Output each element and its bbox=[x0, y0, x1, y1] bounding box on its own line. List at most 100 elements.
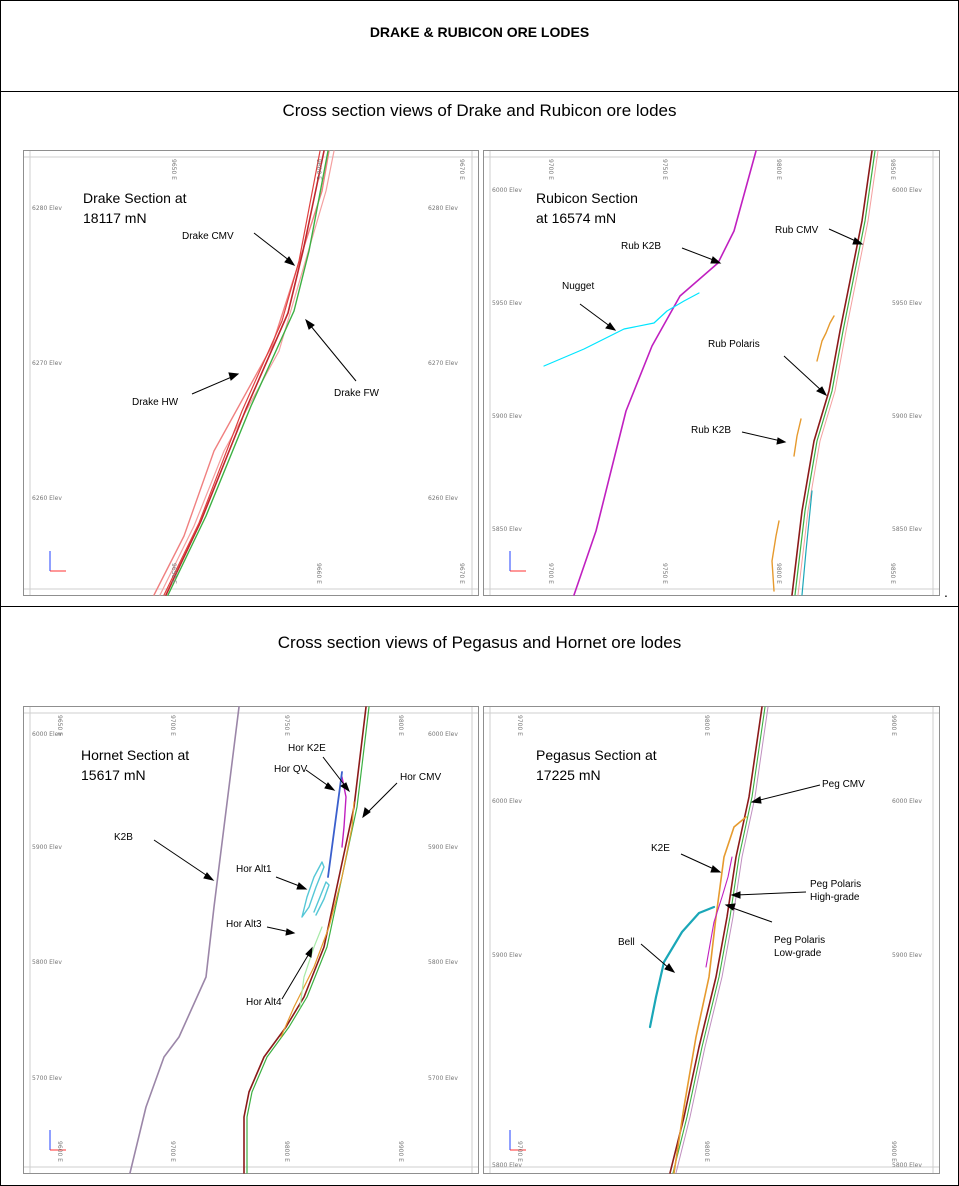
drake-tick-top: 9600 E bbox=[315, 159, 322, 180]
rubicon-cmv-label: Rub CMV bbox=[775, 225, 818, 236]
trailing-mark: . bbox=[944, 584, 948, 600]
hornet-tick-top: 9800 E bbox=[397, 715, 404, 736]
hornet-cmv-label: Hor CMV bbox=[400, 772, 441, 783]
pegasus-section-panel: Pegasus Section at 17225 mN Peg CMV K2E … bbox=[483, 706, 940, 1174]
rubicon-tick-right: 6000 Elev bbox=[892, 187, 922, 194]
rubicon-tick-bottom: 9800 E bbox=[775, 563, 782, 584]
hornet-qv-label: Hor QV bbox=[274, 764, 307, 775]
hornet-tick-right: 5900 Elev bbox=[428, 844, 458, 851]
pegasus-tick-bottom: 9800 E bbox=[703, 1141, 710, 1162]
rubicon-k2b-label: Rub K2B bbox=[621, 241, 661, 252]
drake-axis-indicator bbox=[50, 551, 66, 571]
drake-cmv-line bbox=[166, 151, 324, 595]
rubicon-tick-top: 9700 E bbox=[547, 159, 554, 180]
drake-tick-bottom: 9670 E bbox=[458, 563, 465, 584]
pegasus-polaris-lg-label-line2: Low-grade bbox=[774, 948, 821, 959]
pegasus-tick-bottom: 9900 E bbox=[890, 1141, 897, 1162]
hornet-alt3-label: Hor Alt3 bbox=[226, 919, 262, 930]
hornet-tick-bottom: 9700 E bbox=[169, 1141, 176, 1162]
pegasus-bell-label: Bell bbox=[618, 937, 635, 948]
rubicon-tick-left: 5950 Elev bbox=[492, 300, 522, 307]
drake-fw-label: Drake FW bbox=[334, 388, 379, 399]
drake-section-title-line2: 18117 mN bbox=[83, 209, 147, 227]
rubicon-tick-right: 5950 Elev bbox=[892, 300, 922, 307]
rubicon-tick-right: 5850 Elev bbox=[892, 526, 922, 533]
rubicon-k2b-low-label: Rub K2B bbox=[691, 425, 731, 436]
hornet-tick-right: 5700 Elev bbox=[428, 1075, 458, 1082]
page-title: DRAKE & RUBICON ORE LODES bbox=[0, 24, 959, 40]
hornet-tick-left: 5700 Elev bbox=[32, 1075, 62, 1082]
hornet-alt1-label: Hor Alt1 bbox=[236, 864, 272, 875]
drake-tick-top: 9650 E bbox=[170, 159, 177, 180]
rubicon-tick-left: 5850 Elev bbox=[492, 526, 522, 533]
rubicon-tick-bottom: 9750 E bbox=[661, 563, 668, 584]
hornet-alt4-label: Hor Alt4 bbox=[246, 997, 282, 1008]
drake-tick-right: 6280 Elev bbox=[428, 205, 458, 212]
pegasus-tick-top: 9900 E bbox=[890, 715, 897, 736]
drake-tick-left: 6260 Elev bbox=[32, 495, 62, 502]
drake-tick-bottom: 9650 E bbox=[170, 563, 177, 584]
hornet-k2b-line bbox=[130, 707, 239, 1173]
pegasus-polaris-hg-label-line2: High-grade bbox=[810, 892, 859, 903]
rubicon-section-title-line2: at 16574 mN bbox=[536, 209, 616, 227]
hornet-k2e-label: Hor K2E bbox=[288, 743, 326, 754]
hornet-tick-right: 5800 Elev bbox=[428, 959, 458, 966]
rubicon-tick-bottom: 9850 E bbox=[889, 563, 896, 584]
hornet-section-title-line2: 15617 mN bbox=[81, 766, 146, 784]
pegasus-tick-left: 5900 Elev bbox=[492, 952, 522, 959]
drake-fw-line bbox=[168, 151, 328, 595]
drake-tick-left: 6270 Elev bbox=[32, 360, 62, 367]
hornet-section-panel: Hornet Section at 15617 mN Hor K2E Hor Q… bbox=[23, 706, 479, 1174]
hornet-tick-bottom: 9900 E bbox=[397, 1141, 404, 1162]
drake-tick-right: 6260 Elev bbox=[428, 495, 458, 502]
rubicon-k2b-low-line bbox=[794, 419, 801, 456]
pegasus-section-title-line1: Pegasus Section at bbox=[536, 746, 657, 764]
rubicon-tick-top: 9750 E bbox=[661, 159, 668, 180]
pegasus-cmv-line bbox=[670, 707, 762, 1173]
drake-tick-left: 6280 Elev bbox=[32, 205, 62, 212]
rubicon-tick-left: 5900 Elev bbox=[492, 413, 522, 420]
hornet-k2b-label: K2B bbox=[114, 832, 133, 843]
drake-hw-label: Drake HW bbox=[132, 397, 178, 408]
hornet-section-title-line1: Hornet Section at bbox=[81, 746, 189, 764]
rubicon-tick-right: 5900 Elev bbox=[892, 413, 922, 420]
pegasus-tick-right: 6000 Elev bbox=[892, 798, 922, 805]
pegasus-k2e-label: K2E bbox=[651, 843, 670, 854]
drake-section-title-line1: Drake Section at bbox=[83, 189, 187, 207]
pegasus-tick-bottom: 9700 E bbox=[516, 1141, 523, 1162]
drake-tick-top: 9670 E bbox=[458, 159, 465, 180]
hornet-tick-top: 9650 E bbox=[56, 715, 63, 736]
pegasus-k2e-line bbox=[674, 817, 746, 1173]
hornet-tick-left: 5900 Elev bbox=[32, 844, 62, 851]
pegasus-tick-top: 9700 E bbox=[516, 715, 523, 736]
rubicon-tick-bottom: 9700 E bbox=[547, 563, 554, 584]
rubicon-section-title-line1: Rubicon Section bbox=[536, 189, 638, 207]
pegasus-tick-left: 6000 Elev bbox=[492, 798, 522, 805]
hornet-tick-top: 9750 E bbox=[283, 715, 290, 736]
pegasus-tick-left: 5800 Elev bbox=[492, 1162, 522, 1169]
pegasus-polaris-lg-label-line1: Peg Polaris bbox=[774, 935, 825, 946]
row2-subtitle: Cross section views of Pegasus and Horne… bbox=[0, 633, 959, 653]
hornet-cmv-green bbox=[247, 707, 369, 1173]
rubicon-tick-left: 6000 Elev bbox=[492, 187, 522, 194]
divider-header bbox=[0, 91, 959, 92]
drake-arrows bbox=[192, 233, 356, 394]
hornet-tick-bottom: 9800 E bbox=[283, 1141, 290, 1162]
drake-cmv-label: Drake CMV bbox=[182, 231, 234, 242]
pegasus-tick-right: 5800 Elev bbox=[892, 1162, 922, 1169]
rubicon-section-panel: Rubicon Section at 16574 mN Rub K2B Nugg… bbox=[483, 150, 940, 596]
pegasus-polaris-hg-label-line1: Peg Polaris bbox=[810, 879, 861, 890]
rubicon-tick-top: 9800 E bbox=[775, 159, 782, 180]
hornet-cmv-line bbox=[244, 707, 366, 1173]
pegasus-section-title-line2: 17225 mN bbox=[536, 766, 601, 784]
rubicon-tick-top: 9850 E bbox=[889, 159, 896, 180]
row1-subtitle: Cross section views of Drake and Rubicon… bbox=[0, 101, 959, 121]
divider-rows bbox=[0, 606, 959, 607]
pegasus-bell-line bbox=[650, 907, 714, 1027]
pegasus-cmv-label: Peg CMV bbox=[822, 779, 865, 790]
drake-tick-bottom: 9660 E bbox=[315, 563, 322, 584]
drake-section-panel: Drake Section at 18117 mN Drake CMV Drak… bbox=[23, 150, 479, 596]
pegasus-tick-right: 5900 Elev bbox=[892, 952, 922, 959]
rubicon-nugget-label: Nugget bbox=[562, 281, 594, 292]
drake-hw-line bbox=[154, 151, 329, 595]
